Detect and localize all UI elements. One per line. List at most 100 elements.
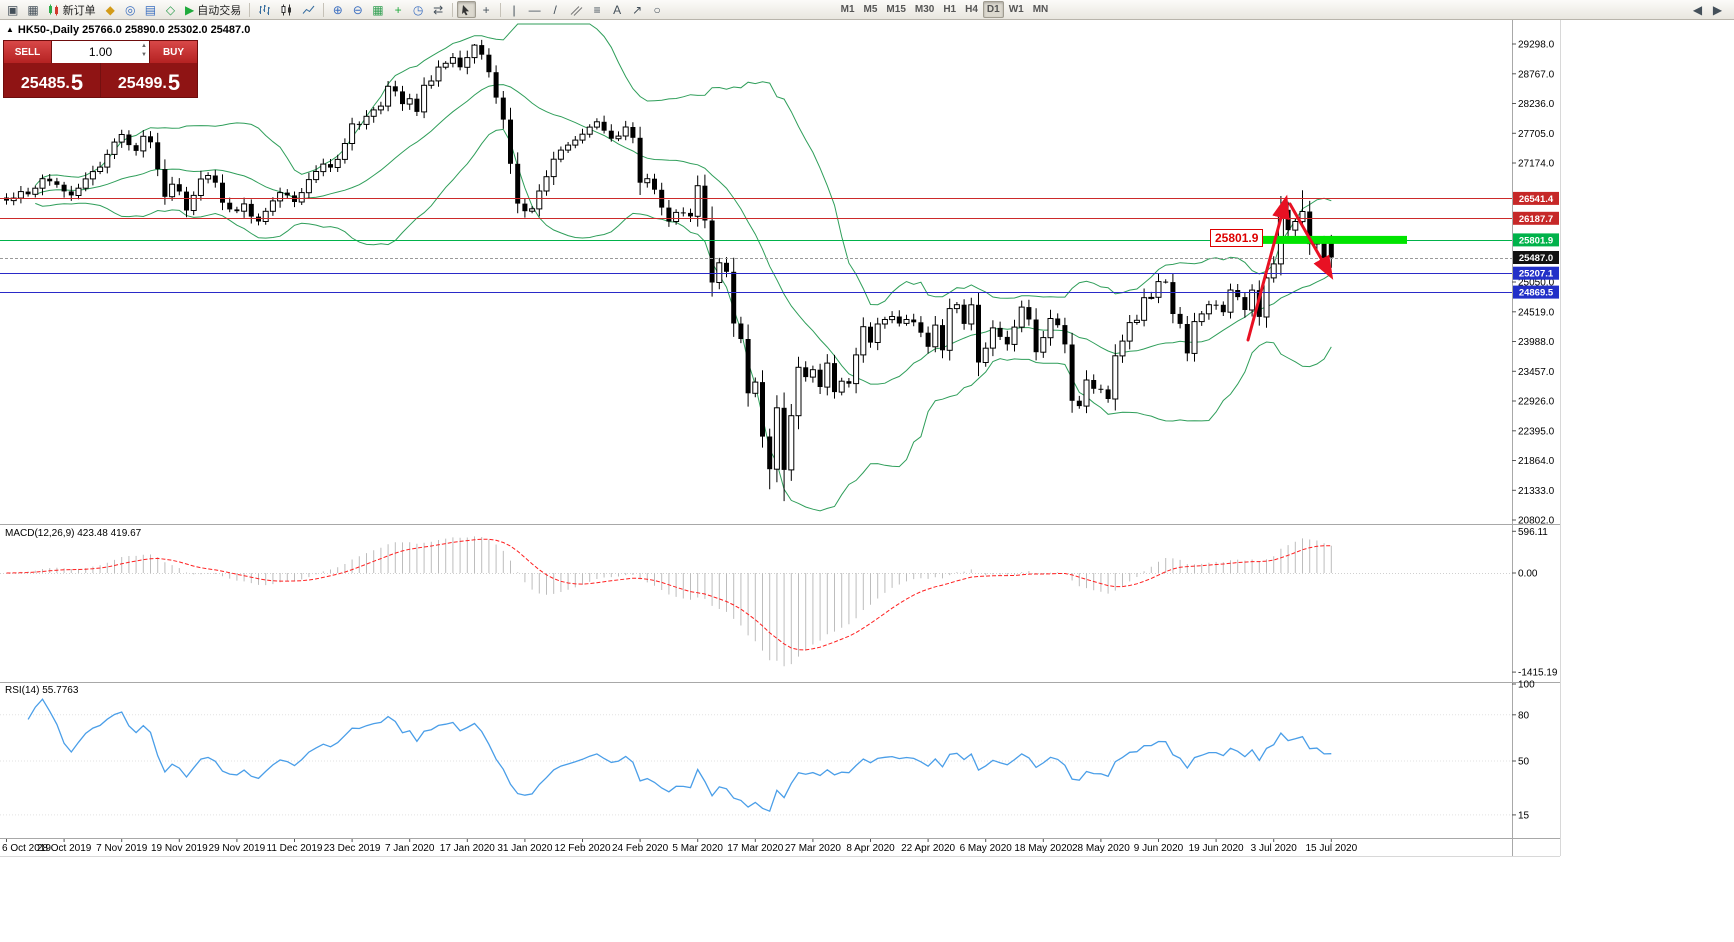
svg-text:100: 100 xyxy=(1518,680,1535,691)
text-icon[interactable]: A xyxy=(613,2,622,17)
svg-text:8 Apr 2020: 8 Apr 2020 xyxy=(846,843,895,854)
chart-shift-icon[interactable]: ⇄ xyxy=(433,2,444,17)
svg-text:21864.0: 21864.0 xyxy=(1518,456,1555,467)
timeframe-m30[interactable]: M30 xyxy=(914,4,935,15)
macd-histogram xyxy=(13,536,1332,667)
candles xyxy=(4,39,1334,502)
svg-text:6 May 2020: 6 May 2020 xyxy=(960,843,1013,854)
sell-price[interactable]: 25485. 5 xyxy=(4,63,100,97)
macd-indicator-label: MACD(12,26,9) 423.48 419.67 xyxy=(5,528,142,539)
timeframe-d1[interactable]: D1 xyxy=(982,1,1004,18)
arrows-tool-icon[interactable]: ↗ xyxy=(632,2,643,17)
svg-text:27 Mar 2020: 27 Mar 2020 xyxy=(785,843,842,854)
chart-title-text: HK50-,Daily 25766.0 25890.0 25302.0 2548… xyxy=(17,24,251,36)
svg-text:29 Nov 2019: 29 Nov 2019 xyxy=(209,843,266,854)
crosshair-icon[interactable]: + xyxy=(482,2,490,17)
svg-text:28767.0: 28767.0 xyxy=(1518,69,1555,80)
zoom-in-icon[interactable]: ⊕ xyxy=(332,2,343,17)
profiles-icon[interactable]: ▦ xyxy=(27,2,39,17)
fibonacci-icon[interactable]: ≡ xyxy=(593,2,601,17)
price-badges: 26541.4 26187.7 25801.9 25487.0 25207.1 24869… xyxy=(1513,191,1559,299)
svg-text:22395.0: 22395.0 xyxy=(1518,426,1555,437)
svg-text:19 Jun 2020: 19 Jun 2020 xyxy=(1189,843,1244,854)
svg-text:21333.0: 21333.0 xyxy=(1518,486,1555,497)
market-watch-icon[interactable]: ◎ xyxy=(124,2,136,17)
scroll-left-icon[interactable]: ◀ xyxy=(1692,2,1703,17)
volume-spinner-icon[interactable]: ▲ ▼ xyxy=(141,43,147,58)
svg-text:29298.0: 29298.0 xyxy=(1518,40,1555,51)
rsi-indicator-label: RSI(14) 55.7763 xyxy=(5,685,79,696)
svg-text:26541.4: 26541.4 xyxy=(1519,194,1554,205)
trend-arrow[interactable] xyxy=(1246,194,1290,342)
svg-text:22926.0: 22926.0 xyxy=(1518,397,1555,408)
timeframe-m5[interactable]: M5 xyxy=(863,4,878,15)
buy-price-main: 25499. xyxy=(117,75,167,92)
volume-input[interactable]: 1.00 ▲ ▼ xyxy=(51,41,150,63)
line-chart-icon[interactable] xyxy=(298,1,319,18)
buy-price-pip: 5 xyxy=(167,70,181,96)
price-callout[interactable]: 25801.9 xyxy=(1210,229,1264,247)
bar-chart-icon[interactable] xyxy=(254,1,275,18)
scroll-right-icon[interactable]: ▶ xyxy=(1712,2,1723,17)
svg-text:28 May 2020: 28 May 2020 xyxy=(1072,843,1130,854)
autotrading-button[interactable]: ▶ 自动交易 xyxy=(185,2,242,17)
svg-text:17 Jan 2020: 17 Jan 2020 xyxy=(440,843,495,854)
tile-windows-icon[interactable]: ▦ xyxy=(372,2,384,17)
svg-text:17 Mar 2020: 17 Mar 2020 xyxy=(727,843,784,854)
svg-text:24519.0: 24519.0 xyxy=(1518,307,1555,318)
svg-text:19 Nov 2019: 19 Nov 2019 xyxy=(151,843,208,854)
svg-text:20802.0: 20802.0 xyxy=(1518,516,1555,527)
svg-text:9 Jun 2020: 9 Jun 2020 xyxy=(1134,843,1184,854)
one-click-trading-panel: SELL 1.00 ▲ ▼ BUY 25485. 5 25499. 5 xyxy=(3,40,198,98)
svg-text:23457.0: 23457.0 xyxy=(1518,367,1555,378)
add-indicator-icon[interactable]: + xyxy=(394,2,402,17)
navigator-icon[interactable]: ◇ xyxy=(165,2,176,17)
channel-icon[interactable] xyxy=(566,1,587,18)
trendline-icon[interactable]: / xyxy=(553,2,557,17)
period-icon[interactable]: ◷ xyxy=(412,2,424,17)
macd-signal-line xyxy=(6,538,1332,651)
timeframe-m1[interactable]: M1 xyxy=(840,4,855,15)
svg-text:22 Apr 2020: 22 Apr 2020 xyxy=(901,843,955,854)
shapes-icon[interactable]: ○ xyxy=(653,2,661,17)
timeframe-m15[interactable]: M15 xyxy=(886,4,906,15)
svg-text:11 Dec 2019: 11 Dec 2019 xyxy=(267,843,323,854)
candlestick-chart-icon[interactable] xyxy=(276,1,297,18)
alerts-icon[interactable]: ◆ xyxy=(105,2,115,17)
svg-text:5 Mar 2020: 5 Mar 2020 xyxy=(672,843,723,854)
chart-window-icon[interactable]: ▣ xyxy=(7,2,19,17)
rsi-line xyxy=(27,698,1332,813)
chart-title: ▲ HK50-,Daily 25766.0 25890.0 25302.0 25… xyxy=(6,24,250,36)
svg-text:3 Jul 2020: 3 Jul 2020 xyxy=(1251,843,1298,854)
svg-text:23 Dec 2019: 23 Dec 2019 xyxy=(324,843,381,854)
svg-text:25207.1: 25207.1 xyxy=(1519,269,1554,280)
svg-text:27705.0: 27705.0 xyxy=(1518,129,1555,140)
timeframe-w1[interactable]: W1 xyxy=(1008,4,1024,15)
buy-price[interactable]: 25499. 5 xyxy=(100,63,197,97)
new-order-button[interactable]: 新订单 xyxy=(44,1,100,18)
sell-price-main: 25485. xyxy=(20,75,70,92)
buy-button[interactable]: BUY xyxy=(150,41,197,63)
timeframe-h1[interactable]: H1 xyxy=(943,4,957,15)
sell-button[interactable]: SELL xyxy=(4,41,51,63)
toolbar-separator xyxy=(499,2,501,17)
cursor-icon[interactable] xyxy=(456,1,476,18)
svg-text:25487.0: 25487.0 xyxy=(1519,253,1553,264)
support-highlight-bar[interactable] xyxy=(1244,235,1407,244)
trend-arrow[interactable] xyxy=(1288,202,1334,280)
timeframe-mn[interactable]: MN xyxy=(1032,4,1049,15)
sell-price-pip: 5 xyxy=(70,70,84,96)
svg-text:15: 15 xyxy=(1518,810,1530,821)
timeframe-h4[interactable]: H4 xyxy=(965,4,978,15)
vertical-line-icon[interactable]: | xyxy=(512,2,516,17)
toolbar-separator xyxy=(249,2,251,17)
horizontal-line-icon[interactable]: — xyxy=(528,2,541,17)
toolbar-separator xyxy=(451,2,453,17)
data-window-icon[interactable]: ▤ xyxy=(144,2,157,17)
price-axis[interactable]: 29298.0 28767.0 28236.0 27705.0 27174.0 25050… xyxy=(1512,40,1555,527)
expander-icon[interactable]: ▲ xyxy=(6,25,14,34)
zoom-out-icon[interactable]: ⊖ xyxy=(352,2,363,17)
